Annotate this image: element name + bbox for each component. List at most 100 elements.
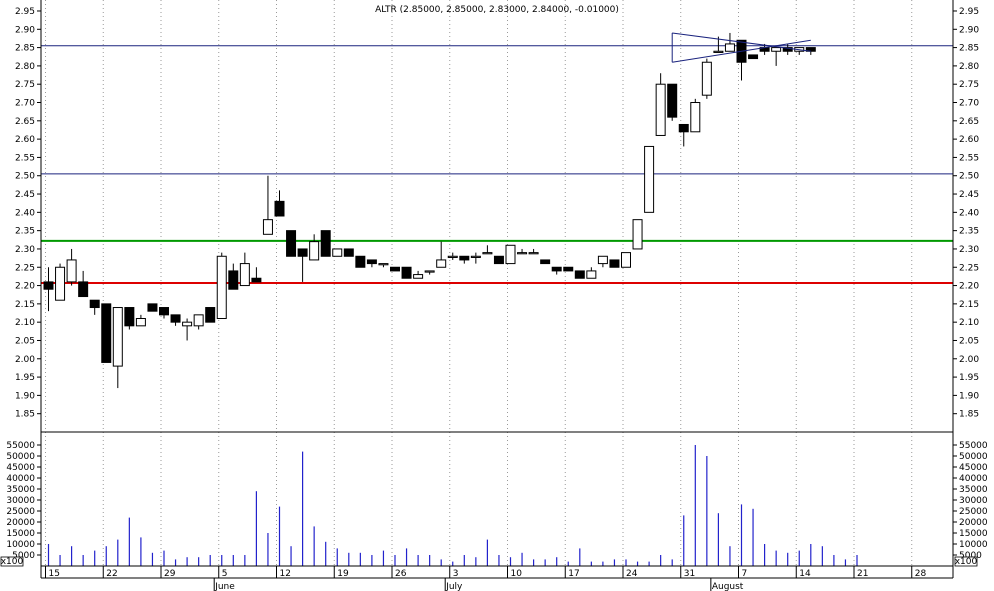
price-label-left: 2.40 xyxy=(15,208,35,218)
volume-label-right: 45000 xyxy=(959,463,988,473)
price-label-left: 2.20 xyxy=(15,282,35,292)
candle-body xyxy=(216,255,227,320)
candle-body xyxy=(690,102,701,133)
chart-title: ALTR (2.85000, 2.85000, 2.83000, 2.84000… xyxy=(375,5,619,15)
price-label-right: 1.90 xyxy=(959,391,979,401)
volume-multiplier-right: x100 xyxy=(955,557,978,567)
volume-label-right: 35000 xyxy=(959,485,988,495)
x-tick-label: 12 xyxy=(280,569,291,579)
volume-label-left: 5000 xyxy=(12,551,35,561)
price-label-right: 2.95 xyxy=(959,7,979,17)
candle-body xyxy=(159,307,169,316)
price-label-left: 2.50 xyxy=(15,172,35,182)
triangle-upper-line xyxy=(672,32,811,52)
candle-body xyxy=(343,248,354,257)
volume-label-right: 30000 xyxy=(959,496,988,506)
price-label-right: 2.55 xyxy=(959,153,979,163)
volume-label-right: 25000 xyxy=(959,507,988,517)
volume-label-right: 40000 xyxy=(959,474,988,484)
candle-body xyxy=(782,47,793,52)
volume-multiplier-right-box xyxy=(954,556,978,567)
volume-label-right: 10000 xyxy=(959,540,988,550)
candle-body xyxy=(644,145,655,213)
candle-body xyxy=(147,303,158,312)
volume-label-left: 20000 xyxy=(6,518,35,528)
price-label-right: 2.40 xyxy=(959,208,979,218)
volume-label-left: 55000 xyxy=(6,441,35,451)
triangle-pattern-layer xyxy=(671,32,811,63)
candle-body xyxy=(182,321,193,327)
candle-body xyxy=(551,266,562,272)
candle-body xyxy=(228,270,239,290)
candle-body xyxy=(378,263,389,266)
x-tick-label: 10 xyxy=(511,569,523,579)
candle-body xyxy=(459,255,470,261)
candle-body xyxy=(401,266,412,279)
price-label-left: 2.05 xyxy=(15,336,35,346)
candle-body xyxy=(413,274,424,279)
price-label-right: 2.00 xyxy=(959,355,979,365)
candle-body xyxy=(332,248,343,257)
price-label-left: 2.75 xyxy=(15,80,35,90)
candle-body xyxy=(436,259,447,268)
candle-body xyxy=(447,255,458,258)
x-tick-label: 5 xyxy=(222,569,228,579)
candle-body xyxy=(563,266,574,272)
candle-body xyxy=(540,259,551,265)
candle-body xyxy=(724,43,735,52)
volume-label-right: 55000 xyxy=(959,441,988,451)
candle-body xyxy=(574,270,585,279)
price-label-right: 2.60 xyxy=(959,135,979,145)
month-label: August xyxy=(712,582,744,591)
candle-body xyxy=(101,303,112,363)
candle-body xyxy=(170,314,181,323)
candle-layer xyxy=(43,32,816,389)
volume-label-right: 15000 xyxy=(959,529,988,539)
candle-body xyxy=(621,252,631,268)
month-label: June xyxy=(214,582,235,591)
candle-body xyxy=(667,83,678,118)
price-label-right: 2.30 xyxy=(959,245,979,255)
price-label-left: 2.25 xyxy=(15,263,35,273)
price-label-right: 2.20 xyxy=(959,282,979,292)
candle-body xyxy=(366,259,377,265)
x-tick-label: 7 xyxy=(742,569,748,579)
price-label-right: 2.35 xyxy=(959,227,979,237)
candle-body xyxy=(390,266,400,272)
candle-body xyxy=(251,277,262,283)
volume-multiplier-left-box xyxy=(0,556,24,567)
x-tick-label: 29 xyxy=(164,569,176,579)
volume-label-left: 30000 xyxy=(6,496,35,506)
x-tick-label: 3 xyxy=(453,569,459,579)
candle-body xyxy=(678,123,689,133)
price-label-left: 2.00 xyxy=(15,355,35,365)
x-tick-label: 14 xyxy=(799,569,811,579)
candle-body xyxy=(655,83,666,136)
price-label-right: 2.90 xyxy=(959,25,979,35)
x-tick-label: 24 xyxy=(626,569,638,579)
price-label-left: 2.70 xyxy=(15,99,35,109)
candle-body xyxy=(771,47,782,52)
candle-body xyxy=(55,266,66,301)
candle-body xyxy=(135,318,146,327)
price-label-right: 2.25 xyxy=(959,263,979,273)
candle-body xyxy=(505,244,516,265)
candle-body xyxy=(297,248,308,257)
volume-label-left: 40000 xyxy=(6,474,35,484)
volume-label-right: 5000 xyxy=(959,551,982,561)
candle-body xyxy=(748,54,759,60)
price-label-right: 1.85 xyxy=(959,410,979,420)
candle-body xyxy=(586,270,597,279)
price-label-right: 2.65 xyxy=(959,117,979,127)
volume-multiplier-left: x100 xyxy=(1,557,24,567)
candle-body xyxy=(193,314,204,327)
candle-body xyxy=(424,270,435,273)
price-label-right: 2.50 xyxy=(959,172,979,182)
triangle-lower-line xyxy=(672,39,811,63)
volume-label-left: 45000 xyxy=(6,463,35,473)
price-label-right: 2.45 xyxy=(959,190,979,200)
candle-body xyxy=(355,255,366,268)
